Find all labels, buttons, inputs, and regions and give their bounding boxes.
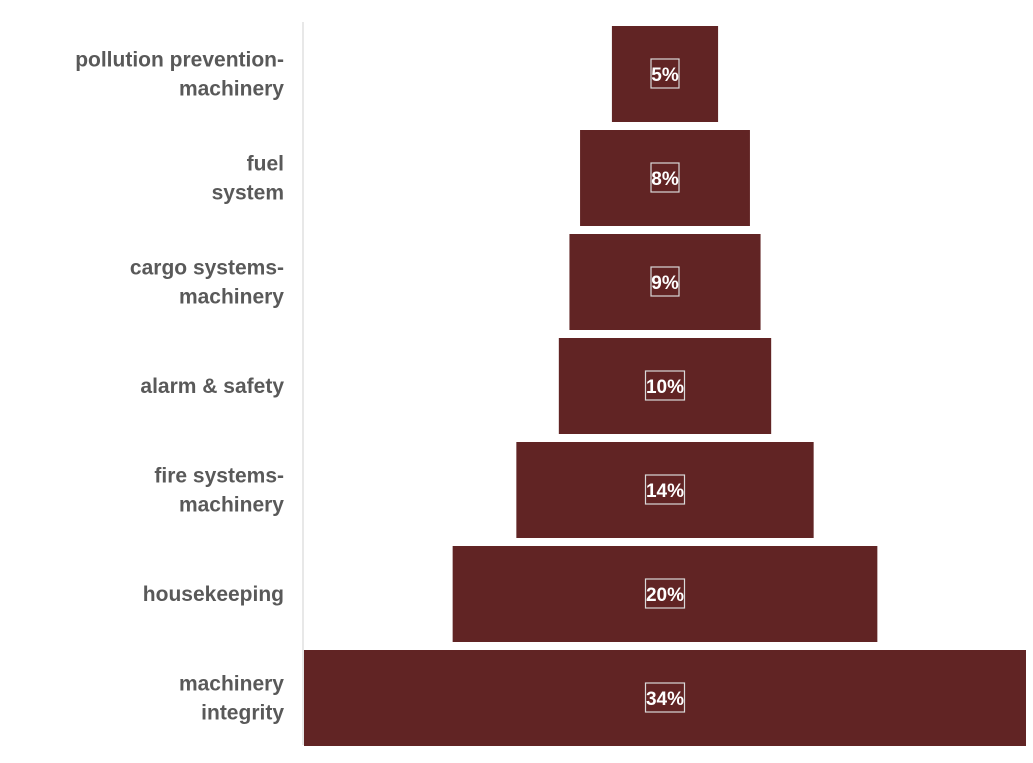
value-label-box-5 <box>644 578 686 609</box>
value-label-box-0 <box>650 58 680 89</box>
value-label-box-1 <box>650 162 680 193</box>
category-label-line: machinery <box>179 286 284 309</box>
category-label-line: pollution prevention- <box>75 49 284 72</box>
bar-2 <box>569 234 761 330</box>
category-label-2: cargo systems-machinery <box>130 257 284 309</box>
category-label-line: system <box>212 182 284 205</box>
value-label-3: 10% <box>646 377 684 398</box>
bar-4 <box>516 442 814 538</box>
value-label-box-6 <box>644 682 686 713</box>
value-label-6: 34% <box>646 689 684 710</box>
bars-layer <box>304 26 1026 746</box>
category-label-line: alarm & safety <box>140 375 284 398</box>
category-label-6: machinery integrity <box>179 673 284 725</box>
category-label-line: machinery <box>179 78 284 101</box>
bar-0 <box>611 26 719 122</box>
category-label-line: machinery <box>179 673 284 696</box>
value-label-box-2 <box>650 266 680 297</box>
value-label-box-3 <box>644 370 686 401</box>
category-label-line: machinery <box>179 494 284 517</box>
category-label-0: pollution prevention-machinery <box>75 49 284 101</box>
value-label-4: 14% <box>646 481 684 502</box>
category-label-line: cargo systems- <box>130 257 284 280</box>
category-label-5: housekeeping <box>143 583 284 606</box>
bar-1 <box>580 130 750 226</box>
value-label-0: 5% <box>651 65 679 86</box>
value-label-box-4 <box>644 474 686 505</box>
category-label-1: fuel system <box>212 153 284 205</box>
category-label-line: fire systems- <box>154 465 284 488</box>
category-label-4: fire systems-machinery <box>154 465 284 517</box>
bar-6 <box>304 650 1026 746</box>
value-label-2: 9% <box>651 273 679 294</box>
value-labels-layer: 5% 8% 9% 10% 14% 20% 34% <box>644 58 686 713</box>
value-label-1: 8% <box>651 169 679 190</box>
bar-3 <box>558 338 772 434</box>
bar-5 <box>452 546 878 642</box>
category-label-line: housekeeping <box>143 583 284 606</box>
category-label-3: alarm & safety <box>140 375 284 398</box>
category-label-line: integrity <box>201 702 284 725</box>
category-labels-layer: pollution prevention-machinery fuel system… <box>75 49 284 725</box>
value-label-5: 20% <box>646 585 684 606</box>
category-label-line: fuel <box>247 153 284 176</box>
